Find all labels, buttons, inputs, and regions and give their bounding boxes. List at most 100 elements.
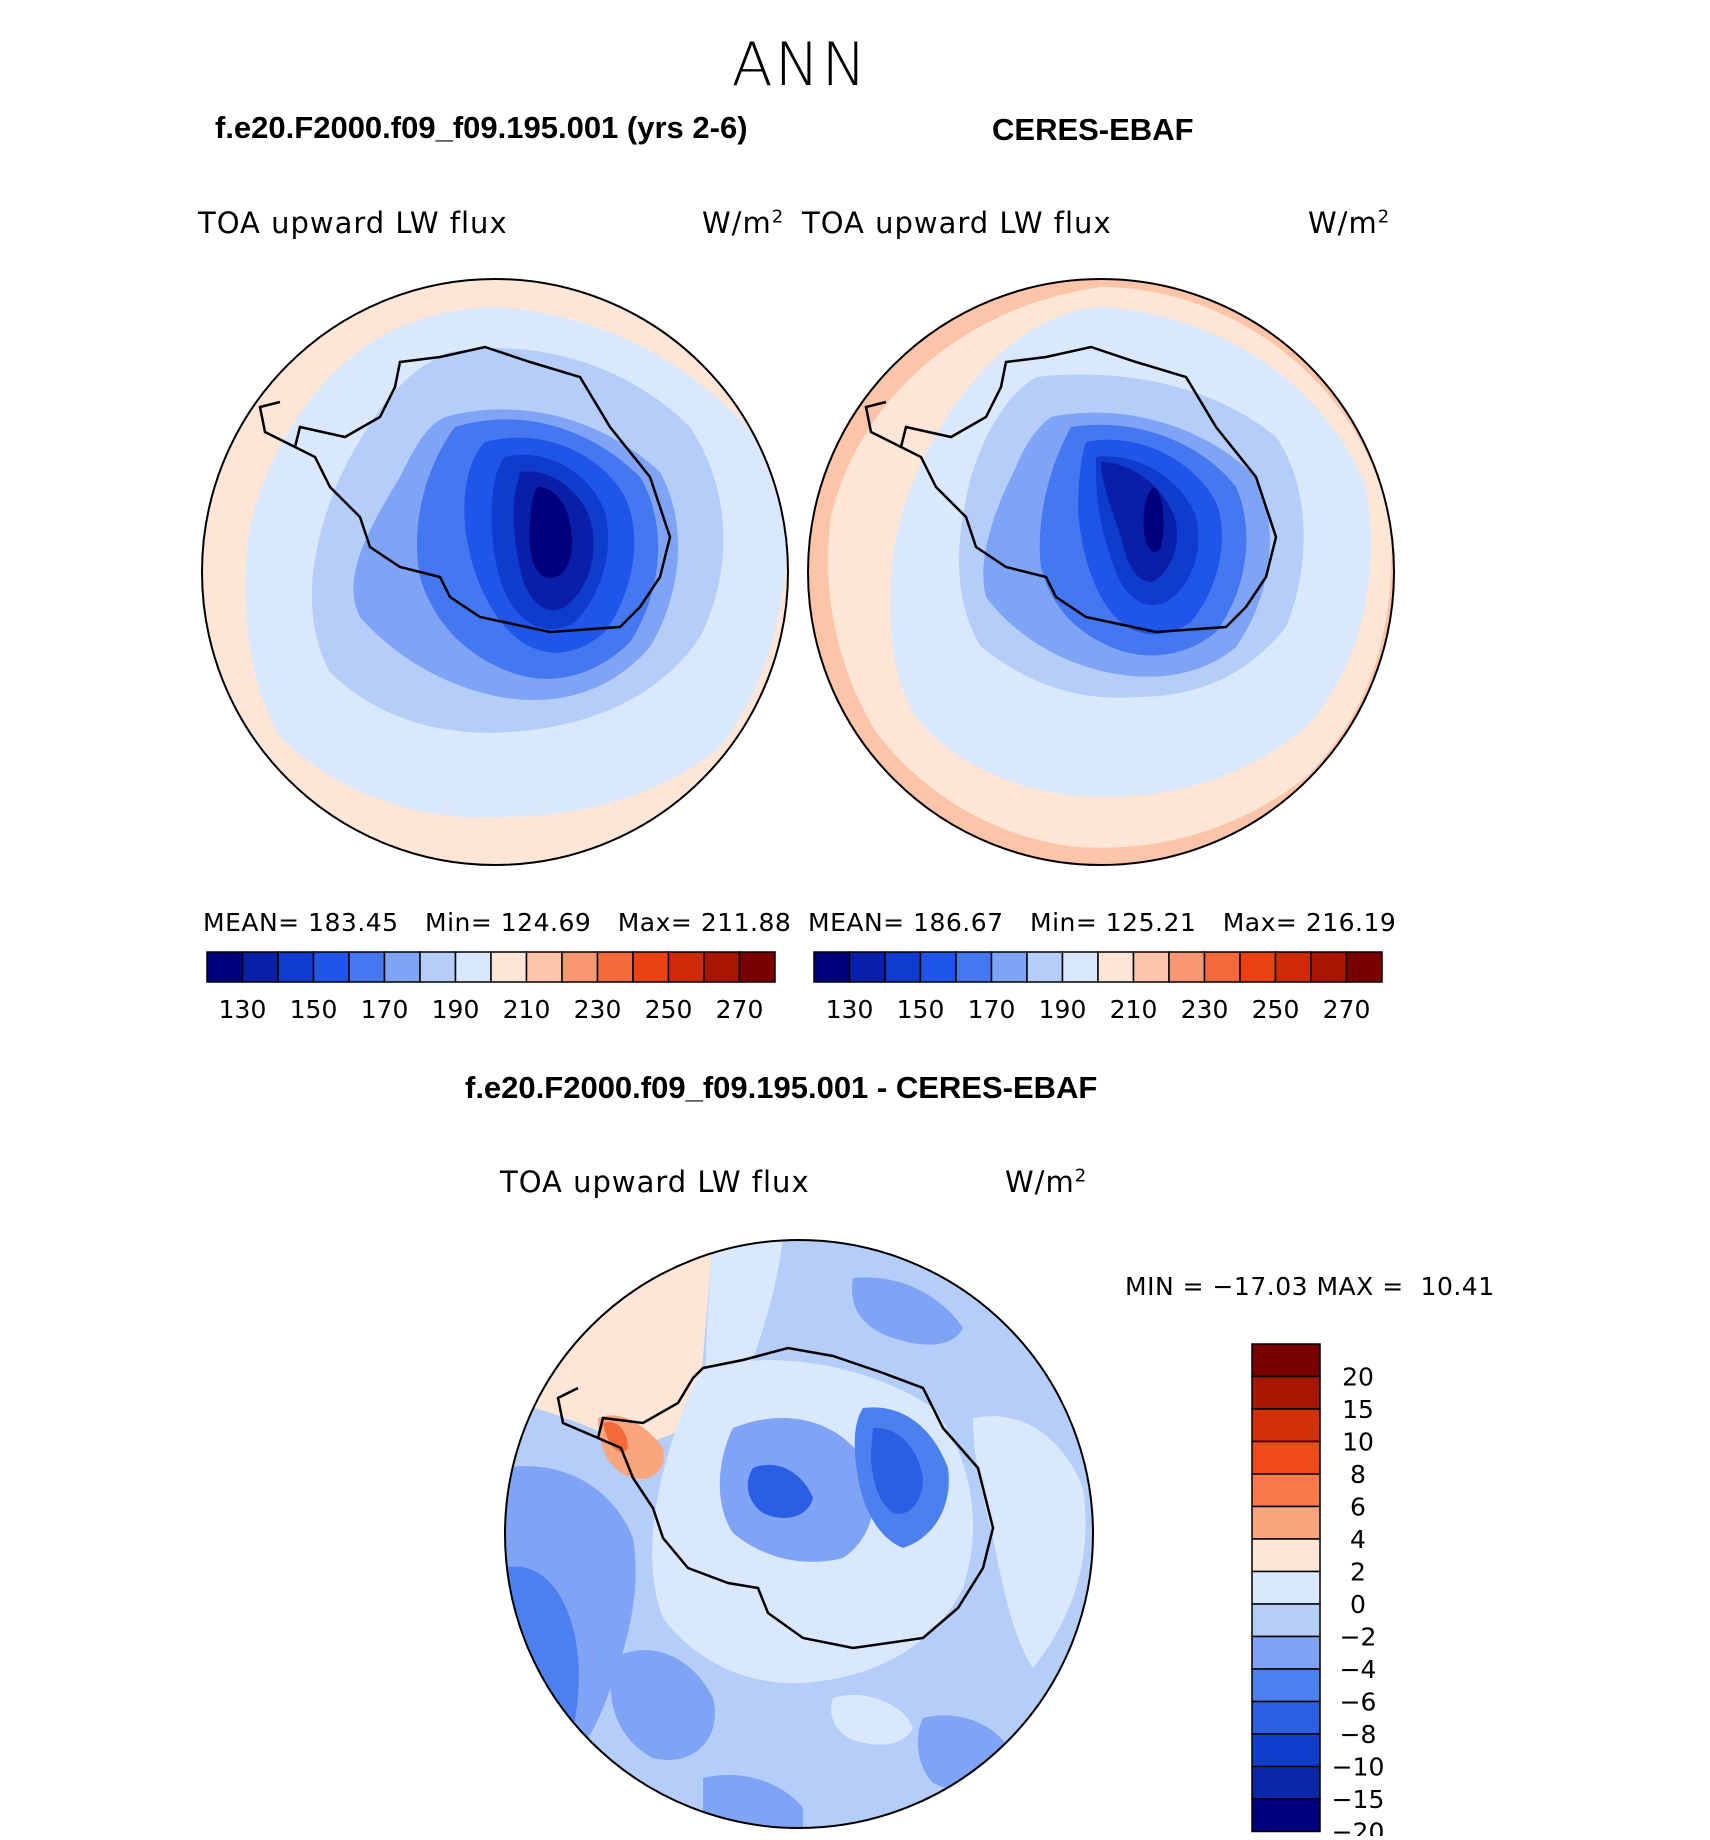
model-colorbar-tick-label: 150: [290, 995, 338, 1024]
model-colorbar-swatch: [206, 951, 244, 983]
model-colorbar-swatch: [241, 951, 279, 983]
diff-colorbar-tick-label: −8: [1340, 1720, 1377, 1749]
diff-colorbar-swatch: [1251, 1570, 1321, 1605]
diff-colorbar-swatch: [1251, 1668, 1321, 1703]
obs-variable-label: TOA upward LW flux: [802, 206, 1112, 240]
model-units-text: W/m: [702, 206, 772, 240]
obs-units-label: W/m2: [1308, 206, 1390, 240]
model-max-label: Max=: [617, 908, 693, 937]
model-colorbar-tick-label: 230: [574, 995, 622, 1024]
obs-colorbar-swatch: [1310, 951, 1348, 983]
obs-min-value: 125.21: [1105, 908, 1197, 937]
model-colorbar-swatch: [490, 951, 528, 983]
diff-colorbar-tick-label: −2: [1340, 1623, 1377, 1652]
obs-colorbar-swatch: [813, 951, 851, 983]
diff-colorbar-swatch: [1251, 1733, 1321, 1768]
obs-colorbar-swatch: [955, 951, 993, 983]
obs-units-sup: 2: [1377, 206, 1391, 228]
model-colorbar-tick-label: 250: [645, 995, 693, 1024]
model-colorbar-tick-label: 270: [716, 995, 764, 1024]
obs-colorbar-swatch: [884, 951, 922, 983]
obs-colorbar-swatch: [848, 951, 886, 983]
model-min-value: 124.69: [500, 908, 592, 937]
model-colorbar-swatch: [312, 951, 350, 983]
model-colorbar-swatch: [703, 951, 741, 983]
model-panel-title: f.e20.F2000.f09_f09.195.001 (yrs 2-6): [215, 110, 748, 145]
diff-colorbar-tick-label: −20: [1332, 1818, 1385, 1837]
diff-variable-label: TOA upward LW flux: [500, 1165, 810, 1199]
diff-minmax: MIN = −17.03 MAX = 10.41: [1125, 1272, 1495, 1301]
obs-polar-map: [807, 278, 1395, 866]
diff-colorbar-tick-label: 6: [1350, 1493, 1366, 1522]
obs-colorbar-swatch: [1239, 951, 1277, 983]
obs-colorbar-swatch: [1026, 951, 1064, 983]
diff-colorbar-tick-label: 8: [1350, 1460, 1366, 1489]
model-mean-label: MEAN=: [203, 908, 300, 937]
obs-colorbar-swatch: [1168, 951, 1206, 983]
obs-colorbar-swatch: [1203, 951, 1241, 983]
diff-colorbar-tick-label: 4: [1350, 1525, 1366, 1554]
diff-colorbar-tick-label: −15: [1332, 1785, 1385, 1814]
diff-colorbar-tick-label: −4: [1340, 1655, 1377, 1684]
model-variable-label: TOA upward LW flux: [198, 206, 508, 240]
model-stats: MEAN= 183.45 Min= 124.69 Max= 211.88: [203, 908, 791, 937]
model-polar-map: [201, 278, 789, 866]
diff-colorbar-tick-label: 2: [1350, 1558, 1366, 1587]
obs-colorbar-tick-label: 150: [897, 995, 945, 1024]
obs-colorbar-swatch: [1061, 951, 1099, 983]
obs-panel-title: CERES-EBAF: [992, 112, 1194, 147]
diff-colorbar-swatch: [1251, 1538, 1321, 1573]
model-colorbar-swatch: [667, 951, 705, 983]
model-colorbar-swatch: [277, 951, 315, 983]
diff-colorbar-tick-label: 10: [1342, 1428, 1374, 1457]
diff-units-label: W/m2: [1005, 1165, 1087, 1199]
obs-colorbar-tick-label: 130: [826, 995, 874, 1024]
model-colorbar-swatch: [561, 951, 599, 983]
obs-max-label: Max=: [1222, 908, 1298, 937]
diff-units-text: W/m: [1005, 1165, 1075, 1199]
obs-colorbar-swatch: [1345, 951, 1383, 983]
diff-panel-title: f.e20.F2000.f09_f09.195.001 - CERES-EBAF: [465, 1070, 1098, 1105]
model-colorbar-swatch: [348, 951, 386, 983]
page-title: ANN: [731, 30, 869, 100]
diff-colorbar-swatch: [1251, 1440, 1321, 1475]
obs-colorbar-swatch: [990, 951, 1028, 983]
obs-colorbar-tick-label: 210: [1110, 995, 1158, 1024]
obs-colorbar-swatch: [1097, 951, 1135, 983]
obs-colorbar-tick-label: 270: [1323, 995, 1371, 1024]
diff-colorbar-swatch: [1251, 1603, 1321, 1638]
obs-mean-label: MEAN=: [808, 908, 905, 937]
model-colorbar-tick-label: 170: [361, 995, 409, 1024]
obs-colorbar-tick-label: 250: [1252, 995, 1300, 1024]
diff-colorbar-tick-label: 20: [1342, 1363, 1374, 1392]
diff-colorbar-swatch: [1251, 1375, 1321, 1410]
model-units-label: W/m2: [702, 206, 784, 240]
model-colorbar-swatch: [738, 951, 776, 983]
obs-units-text: W/m: [1308, 206, 1378, 240]
model-mean-value: 183.45: [308, 908, 399, 937]
obs-stats: MEAN= 186.67 Min= 125.21 Max= 216.19: [808, 908, 1396, 937]
model-colorbar-tick-label: 190: [432, 995, 480, 1024]
diff-colorbar-swatch: [1251, 1343, 1321, 1378]
obs-colorbar-tick-label: 190: [1039, 995, 1087, 1024]
obs-colorbar-tick-label: 230: [1181, 995, 1229, 1024]
model-colorbar-tick-label: 130: [219, 995, 267, 1024]
model-colorbar-swatch: [525, 951, 563, 983]
model-units-sup: 2: [771, 206, 785, 228]
diff-colorbar-swatch: [1251, 1473, 1321, 1508]
model-colorbar-swatch: [596, 951, 634, 983]
diff-polar-map: [504, 1239, 1094, 1829]
diff-colorbar-tick-label: −10: [1332, 1753, 1385, 1782]
model-colorbar-tick-label: 210: [503, 995, 551, 1024]
diff-colorbar-swatch: [1251, 1798, 1321, 1833]
diff-colorbar-swatch: [1251, 1505, 1321, 1540]
diff-colorbar-tick-label: −6: [1340, 1688, 1377, 1717]
diff-colorbar-swatch: [1251, 1635, 1321, 1670]
obs-colorbar-swatch: [1132, 951, 1170, 983]
diff-colorbar-tick-label: 0: [1350, 1590, 1366, 1619]
model-colorbar: 130 150 170 190 210 230 250 270: [206, 951, 776, 1024]
model-min-label: Min=: [425, 908, 493, 937]
diff-colorbar-swatch: [1251, 1408, 1321, 1443]
obs-max-value: 216.19: [1305, 908, 1397, 937]
